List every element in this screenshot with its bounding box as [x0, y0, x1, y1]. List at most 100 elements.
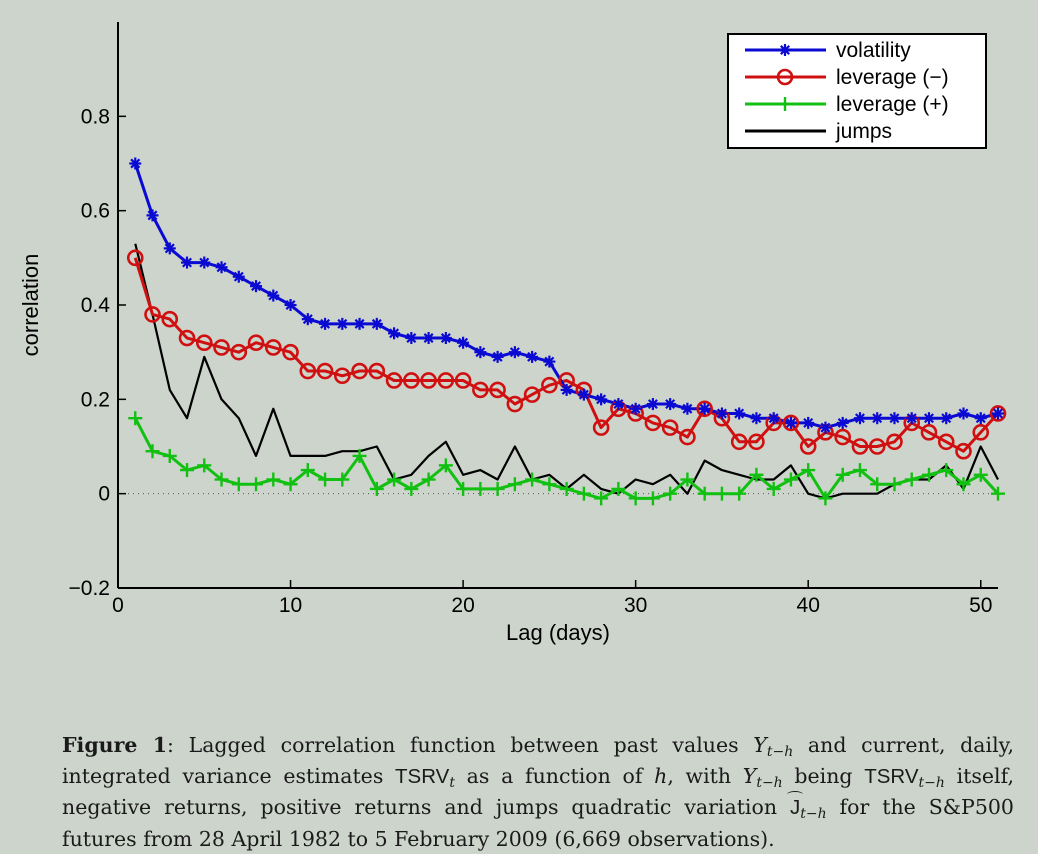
data-point-plus: [231, 477, 246, 492]
data-point-circle: [506, 395, 524, 413]
data-point-circle: [420, 372, 437, 389]
data-point-asterisk: [491, 350, 504, 363]
data-point-plus: [542, 477, 557, 492]
data-point-asterisk: [957, 407, 970, 420]
legend-label: leverage (+): [836, 93, 949, 116]
asterisk-stroke: [492, 351, 503, 362]
x-tick-label: 0: [112, 594, 124, 617]
asterisk-stroke: [285, 300, 296, 310]
data-point-asterisk: [232, 270, 245, 283]
data-point-asterisk: [646, 398, 659, 411]
asterisk-stroke: [475, 347, 486, 358]
data-point-circle: [247, 334, 265, 352]
data-point-circle: [834, 428, 852, 446]
data-point-plus: [456, 481, 471, 496]
asterisk-stroke: [527, 351, 538, 362]
asterisk-stroke: [440, 333, 451, 343]
data-point-circle: [316, 362, 334, 380]
data-point-circle: [730, 433, 748, 451]
y-tick-label: 0.8: [81, 105, 110, 128]
tsrv-symbol-2: TSRV: [864, 764, 919, 788]
data-point-plus: [214, 472, 229, 487]
y-tick-label: −0.2: [69, 577, 110, 600]
legend: volatility leverage (−) leverage (+) jumps: [727, 33, 987, 149]
asterisk-stroke: [509, 347, 520, 358]
data-point-asterisk: [284, 299, 297, 311]
data-point-asterisk: [577, 388, 590, 401]
x-tick-label: 30: [624, 594, 647, 617]
series-lines: [133, 163, 1000, 500]
data-point-circle: [644, 414, 662, 432]
data-point-asterisk: [215, 261, 228, 274]
data-point-plus: [939, 463, 954, 478]
asterisk-stroke: [320, 318, 331, 329]
data-point-circle: [696, 400, 713, 418]
asterisk-stroke: [354, 318, 365, 329]
legend-label: leverage (−): [836, 66, 949, 89]
data-point-plus: [387, 472, 402, 487]
data-point-plus: [162, 448, 177, 463]
data-point-circle: [368, 362, 386, 380]
legend-box: [727, 33, 987, 149]
data-point-plus: [818, 491, 833, 506]
data-point-circle: [489, 381, 506, 399]
data-point-plus: [887, 477, 902, 492]
data-point-circle: [403, 372, 420, 389]
var-h: h: [654, 763, 668, 788]
data-point-plus: [438, 458, 453, 473]
data-point-circle: [351, 362, 368, 380]
data-point-asterisk: [888, 412, 901, 425]
data-point-circle: [886, 433, 903, 451]
asterisk-stroke: [233, 271, 244, 282]
sub-t-minus-h-2: t−h: [756, 774, 783, 791]
asterisk-stroke: [561, 384, 572, 395]
data-point-circle: [937, 433, 955, 451]
data-point-plus: [300, 463, 315, 478]
asterisk-stroke: [889, 413, 900, 424]
data-point-asterisk: [974, 412, 987, 425]
tsrv-symbol: TSRV: [395, 764, 450, 788]
asterisk-stroke: [337, 318, 348, 329]
data-point-asterisk: [319, 317, 332, 330]
data-point-plus: [766, 481, 781, 496]
asterisk-stroke: [147, 210, 158, 221]
data-point-plus: [369, 481, 384, 496]
data-point-circle: [299, 362, 317, 380]
data-point-circle: [126, 249, 144, 267]
data-point-circle: [972, 424, 990, 441]
data-point-plus: [576, 486, 591, 501]
data-point-asterisk: [715, 407, 728, 420]
j-hat-symbol: J: [786, 791, 804, 824]
legend-marker: [779, 44, 791, 56]
asterisk-stroke: [906, 413, 917, 424]
asterisk-stroke: [924, 413, 934, 424]
data-point-plus: [594, 491, 609, 506]
asterisk-stroke: [578, 389, 589, 400]
data-point-asterisk: [422, 332, 435, 345]
y-tick-label: 0.2: [81, 388, 110, 411]
asterisk-stroke: [630, 403, 641, 414]
asterisk-stroke: [780, 45, 790, 55]
data-point-circle: [437, 372, 455, 389]
data-point-plus: [991, 486, 1005, 501]
data-point-asterisk: [543, 355, 556, 368]
data-point-plus: [266, 472, 281, 487]
data-point-plus: [870, 477, 885, 492]
data-point-plus: [921, 467, 936, 482]
asterisk-stroke: [596, 394, 607, 405]
data-point-plus: [783, 472, 798, 487]
data-point-circle: [523, 386, 541, 403]
data-point-asterisk: [526, 350, 539, 363]
figure-caption: Figure 1: Lagged correlation function be…: [62, 730, 1014, 854]
caption-text-7: itself, negative returns, positive retur…: [62, 763, 1014, 820]
legend-marker: [778, 97, 792, 111]
data-point-plus: [732, 486, 747, 501]
asterisk-stroke: [302, 314, 313, 325]
data-point-asterisk: [267, 289, 280, 302]
y-axis-label: correlation: [18, 254, 43, 357]
asterisk-stroke: [682, 403, 693, 414]
data-point-asterisk: [388, 327, 401, 340]
data-point-asterisk: [181, 256, 194, 269]
asterisk-stroke: [820, 422, 831, 433]
data-point-plus: [197, 458, 212, 473]
